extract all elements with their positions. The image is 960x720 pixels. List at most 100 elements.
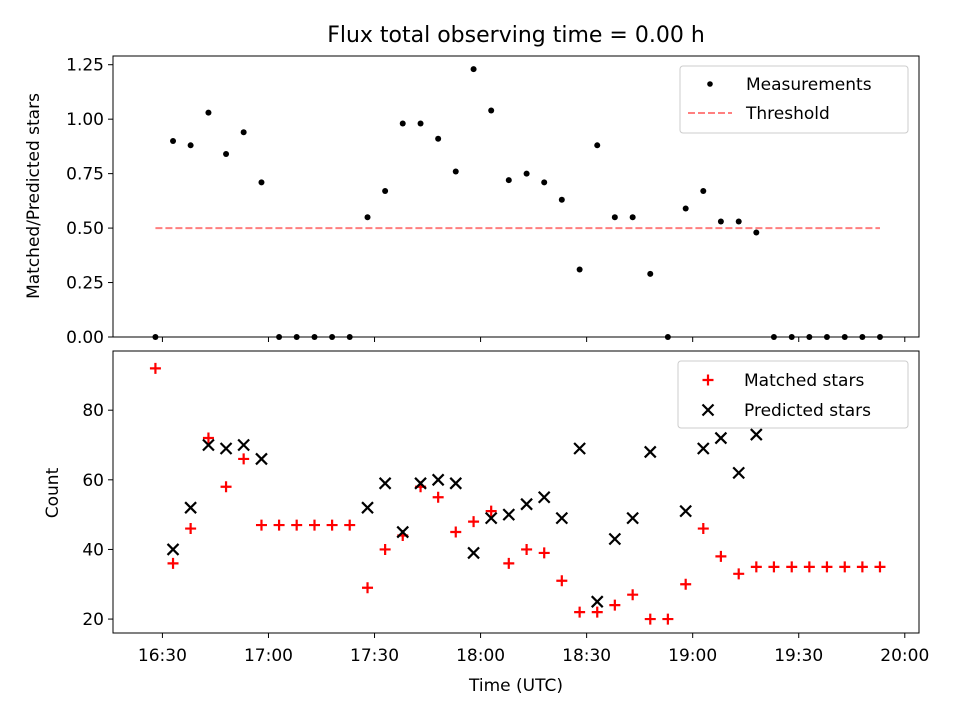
- matched-star-point: [750, 561, 762, 573]
- matched-star-point: [821, 561, 833, 573]
- bottom-y-tick-label: 60: [82, 471, 104, 491]
- x-tick-label: 17:30: [350, 646, 399, 666]
- measurement-point: [859, 334, 866, 340]
- measurement-point: [170, 137, 177, 144]
- predicted-star-point: [378, 477, 392, 490]
- predicted-star-point: [166, 543, 180, 556]
- predicted-star-point: [184, 501, 197, 514]
- measurement-point: [152, 334, 159, 340]
- predicted-star-point: [714, 431, 728, 445]
- matched-star-point: [768, 561, 780, 573]
- bottom-y-tick-label: 20: [82, 610, 104, 630]
- bottom-y-tick-label: 80: [82, 401, 104, 421]
- legend-matched-label: Matched stars: [744, 371, 864, 391]
- matched-star-point: [609, 599, 621, 611]
- predicted-star-point: [361, 501, 374, 514]
- measurement-point: [364, 214, 371, 221]
- measurement-point: [205, 109, 212, 116]
- measurement-point: [770, 334, 777, 340]
- measurement-point: [276, 334, 283, 340]
- top-y-tick-label: 1.25: [66, 56, 104, 76]
- matched-star-point: [662, 613, 674, 625]
- bottom-y-tick-label: 40: [82, 540, 104, 560]
- matched-star-point: [856, 561, 868, 573]
- matched-star-point: [362, 582, 374, 594]
- predicted-star-point: [555, 511, 569, 525]
- legend-measurements-marker: [707, 81, 713, 87]
- measurement-point: [700, 188, 707, 195]
- measurement-point: [823, 334, 830, 340]
- matched-star-point: [273, 519, 285, 531]
- measurement-point: [523, 170, 530, 177]
- measurement-point: [329, 334, 336, 340]
- plot-layer: 0.00 0.25 0.50 0.75 1.00 1.25 20 40 60 80 16:30 17:…: [66, 55, 929, 666]
- legend-threshold-label: Threshold: [745, 104, 830, 124]
- matched-star-point: [326, 519, 338, 531]
- top-y-tick-label: 1.00: [66, 110, 104, 130]
- top-axes-frame: [112, 55, 920, 338]
- x-tick-label: 20:00: [880, 646, 929, 666]
- predicted-star-point: [414, 477, 427, 490]
- measurement-point: [876, 334, 883, 340]
- measurement-point: [187, 142, 194, 149]
- measurement-point: [470, 66, 477, 73]
- predicted-star-point: [219, 442, 233, 455]
- legend-predicted-marker: [701, 403, 715, 417]
- top-y-tick-label: 0.00: [66, 328, 104, 348]
- measurement-point: [223, 151, 230, 158]
- measurement-point: [682, 205, 689, 212]
- predicted-star-point: [626, 511, 639, 525]
- predicted-star-point: [732, 466, 745, 480]
- x-tick-label: 19:30: [774, 646, 823, 666]
- matched-star-point: [627, 589, 639, 601]
- measurement-point: [399, 120, 406, 127]
- matched-star-point: [238, 453, 250, 465]
- predicted-star-point: [590, 595, 604, 608]
- matched-star-point: [697, 523, 709, 535]
- matched-star-point: [202, 432, 214, 444]
- predicted-star-point: [202, 438, 215, 452]
- predicted-star-point: [396, 525, 410, 539]
- matched-star-point: [803, 561, 815, 573]
- matched-star-point: [344, 519, 356, 531]
- matched-star-point: [255, 519, 267, 531]
- matched-star-point: [715, 550, 727, 562]
- matched-star-point: [309, 519, 320, 531]
- matched-star-point: [503, 557, 515, 569]
- measurement-point: [346, 334, 353, 340]
- matched-star-point: [839, 561, 851, 573]
- measurement-point: [488, 107, 495, 114]
- predicted-star-point: [537, 490, 551, 504]
- predicted-star-point: [502, 508, 516, 521]
- measurement-point: [558, 196, 565, 203]
- measurement-point: [753, 229, 760, 236]
- matched-star-point: [220, 481, 232, 493]
- measurement-point: [541, 179, 548, 186]
- matched-star-point: [450, 526, 462, 538]
- measurement-point: [647, 270, 654, 277]
- matched-star-point: [574, 606, 586, 618]
- matched-star-point: [468, 516, 480, 528]
- matched-star-point: [786, 561, 798, 573]
- matched-star-point: [591, 606, 603, 618]
- measurement-point: [240, 129, 247, 136]
- legend-predicted-label: Predicted stars: [744, 401, 871, 421]
- top-y-tick-label: 0.75: [66, 165, 104, 185]
- matched-star-point: [733, 568, 745, 580]
- predicted-star-point: [573, 442, 586, 455]
- predicted-star-point: [608, 532, 622, 546]
- predicted-star-point: [643, 445, 657, 459]
- predicted-star-point: [697, 442, 710, 455]
- legend-matched-marker: [702, 374, 714, 386]
- measurement-point: [293, 334, 300, 340]
- matched-star-point: [680, 578, 692, 590]
- matched-star-point: [556, 575, 568, 587]
- bottom-legend-box: [677, 360, 909, 429]
- predicted-star-point: [255, 452, 268, 466]
- measurement-point: [505, 177, 512, 184]
- x-tick-label: 18:00: [456, 646, 505, 666]
- measurement-point: [735, 218, 742, 225]
- top-y-tick-label: 0.50: [66, 219, 104, 239]
- matched-star-point: [167, 557, 179, 569]
- matched-star-point: [291, 519, 303, 531]
